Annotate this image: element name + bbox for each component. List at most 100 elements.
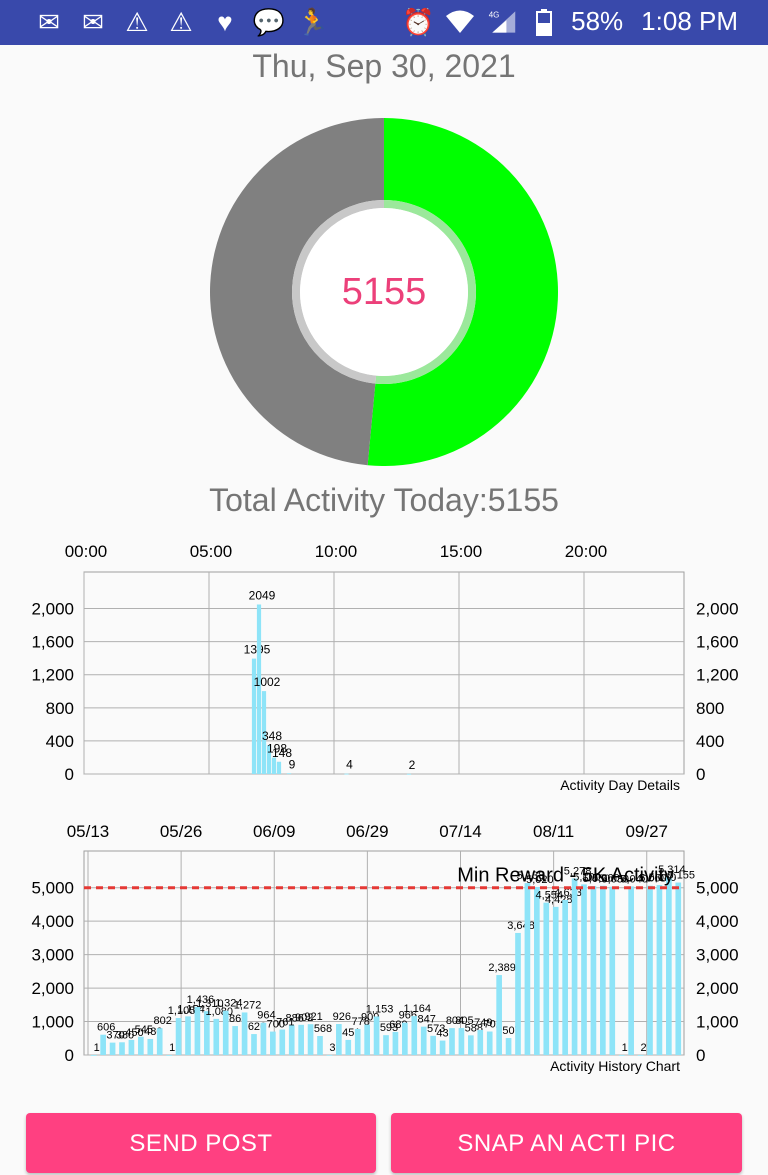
chart-bar <box>286 773 292 775</box>
chart-bar <box>458 1028 465 1055</box>
alarm-icon: ⏰ <box>401 6 435 37</box>
chart-bar <box>266 745 272 774</box>
chart-description: Activity History Chart <box>550 1058 680 1074</box>
send-post-button[interactable]: SEND POST <box>26 1113 376 1173</box>
chart-bar <box>109 1042 116 1055</box>
chart-bar <box>204 1011 210 1055</box>
x-tick-label: 10:00 <box>315 542 358 561</box>
chart-bar <box>402 1022 408 1055</box>
chart-bar <box>449 1028 455 1055</box>
network-type: 4G <box>489 10 500 19</box>
chart-bar <box>222 1010 229 1055</box>
bar-value-label: 847 <box>418 1014 436 1026</box>
x-tick-label: 05/26 <box>160 822 203 841</box>
snap-pic-button[interactable]: SNAP AN ACTI PIC <box>391 1113 742 1173</box>
chart-bar <box>336 1024 342 1055</box>
warning-icon: ⚠ <box>169 7 193 37</box>
x-tick-label: 08/11 <box>533 822 574 841</box>
limit-line-label: Min Reward - 5K Activity <box>457 865 674 887</box>
bar-value-label: 700 <box>267 1019 285 1031</box>
y-tick-label-right: 2,000 <box>696 600 739 619</box>
chart-bar <box>241 1012 248 1055</box>
bar-value-label: 921 <box>304 1011 322 1023</box>
y-tick-label-right: 1,000 <box>696 1013 739 1032</box>
bar-value-label: 1,164 <box>404 1003 432 1015</box>
chart-bar <box>364 1024 370 1055</box>
bar-value-label: 593 <box>380 1022 398 1034</box>
y-tick-label-left: 4,000 <box>31 912 74 931</box>
chart-bar <box>675 882 682 1055</box>
bar-value-label: 5,040 <box>620 873 648 885</box>
chart-bar <box>411 1016 418 1055</box>
chart-bar <box>232 1026 238 1055</box>
chart-bar <box>251 658 257 774</box>
bar-value-label: 865 <box>229 1013 247 1025</box>
chart-bar <box>477 1029 484 1055</box>
gauge-progress-segment <box>367 118 558 466</box>
chart-bar <box>185 1016 191 1055</box>
gauge-center <box>300 208 468 376</box>
y-tick-label-left: 2,000 <box>31 979 74 998</box>
chart-bar <box>524 883 531 1055</box>
chart-bar <box>119 1042 125 1055</box>
chart-bar <box>147 1038 154 1055</box>
bar-value-label: 5,155 <box>668 870 696 882</box>
activity-gauge: 5155 <box>209 118 558 466</box>
battery-icon <box>529 8 559 36</box>
y-tick-label-left: 5,000 <box>31 879 74 898</box>
chart-bar <box>552 906 559 1055</box>
bar-value-label: 5,278 <box>564 865 592 877</box>
chart-bar <box>543 902 550 1055</box>
chart-bar <box>279 1029 286 1055</box>
bar-value-label: 926 <box>333 1011 351 1023</box>
chat-icon: 💬 <box>252 7 286 37</box>
clock-time: 1:08 PM <box>641 6 738 36</box>
chart-bar <box>156 1028 163 1055</box>
bar-value-label: 380 <box>116 1029 134 1041</box>
bar-value-label: 9 <box>289 757 296 771</box>
y-tick-label-right: 1,200 <box>696 666 739 685</box>
x-tick-label: 15:00 <box>440 542 483 561</box>
bar-value-label: 2049 <box>249 588 276 602</box>
bar-value-label: 1,153 <box>366 1003 394 1015</box>
gauge-center-value: 5155 <box>342 271 427 313</box>
x-tick-label: 20:00 <box>565 542 608 561</box>
x-tick-label: 06/29 <box>346 822 389 841</box>
y-tick-label-right: 2,000 <box>696 979 739 998</box>
y-tick-label-right: 0 <box>696 765 705 784</box>
y-tick-label-right: 4,000 <box>696 912 739 931</box>
bar-value-label: 5,050 <box>583 873 611 885</box>
bar-value-label: 5,060 <box>592 873 620 885</box>
bar-value-label: 5,100 <box>573 871 601 883</box>
chart-bar <box>213 1018 220 1055</box>
bar-value-label: 5,030 <box>602 874 630 886</box>
chart-bar <box>307 1024 314 1055</box>
bar-value-label: 4 <box>346 758 353 772</box>
bar-value-label: 902 <box>295 1012 313 1024</box>
chart-bar <box>251 1034 257 1055</box>
wifi-icon <box>445 8 475 36</box>
chart-bar <box>656 885 663 1055</box>
bar-value-label: 573 <box>427 1023 445 1035</box>
bar-value-label: 450 <box>125 1027 143 1039</box>
chart-bar <box>276 761 282 774</box>
chart-bar <box>468 1035 474 1055</box>
bar-value-label: 1 <box>94 1042 100 1054</box>
bar-value-label: 606 <box>97 1022 115 1034</box>
bar-value-label: 964 <box>257 1010 275 1022</box>
chart-bar <box>581 884 587 1055</box>
x-tick-label: 00:00 <box>65 542 108 561</box>
chart-bar <box>194 1006 201 1055</box>
chart-bar <box>562 900 568 1055</box>
bar-value-label: 5,060 <box>639 873 667 885</box>
chart-bar <box>505 1038 512 1055</box>
chart-bar <box>571 878 578 1055</box>
chart-bar <box>406 773 412 775</box>
chart-bar <box>383 1035 389 1055</box>
y-tick-label-right: 1,600 <box>696 633 739 652</box>
y-tick-label-left: 400 <box>46 732 74 751</box>
bar-value-label: 3 <box>329 1042 335 1054</box>
chart-bar <box>609 886 616 1055</box>
y-tick-label-left: 1,000 <box>31 1013 74 1032</box>
mail-icon: ✉ <box>38 7 60 37</box>
